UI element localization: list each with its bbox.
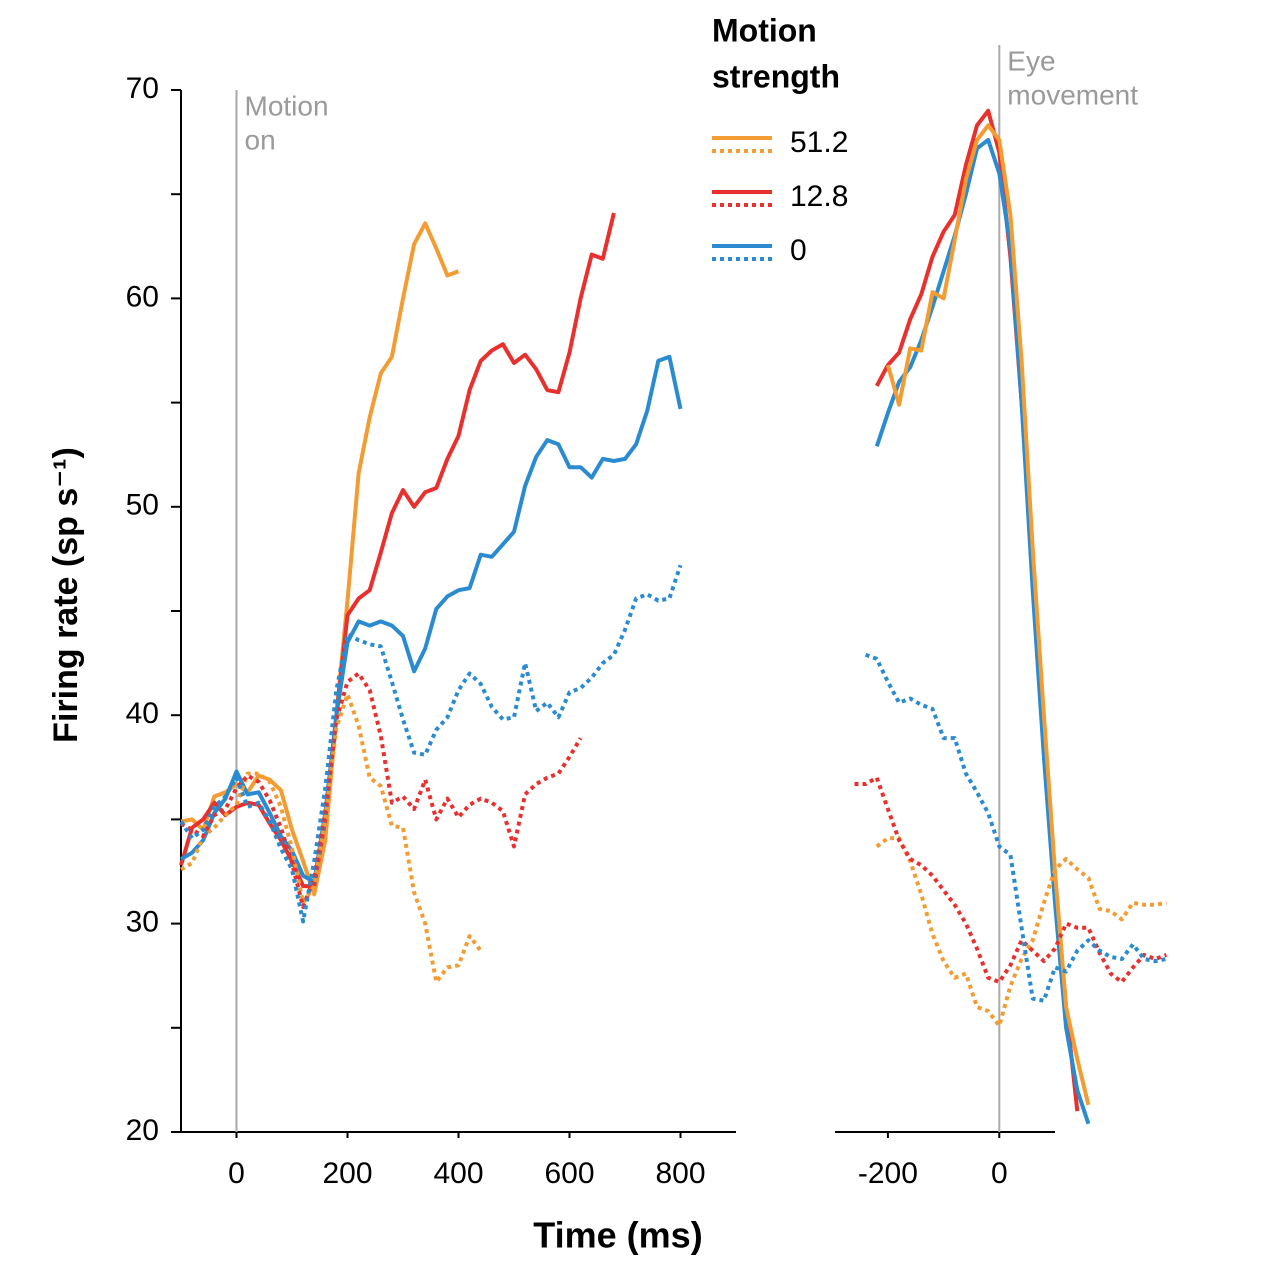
event-label: on [245, 124, 276, 155]
x-tick-label: 600 [544, 1157, 594, 1190]
series-line [180, 221, 460, 897]
x-axis-label: Time (ms) [533, 1215, 702, 1256]
legend-label: 12.8 [790, 180, 848, 213]
legend-title: strength [712, 58, 840, 94]
legend-label: 51.2 [790, 126, 848, 159]
event-label: Motion [245, 90, 329, 121]
y-axis-label: Firing rate (sp s⁻¹) [47, 447, 85, 743]
event-label: Eye [1007, 45, 1055, 76]
series-line [864, 652, 1167, 1003]
x-tick-label: 800 [655, 1157, 705, 1190]
x-tick-label: 200 [322, 1157, 372, 1190]
x-tick-label: 0 [991, 1157, 1008, 1190]
y-tick-label: 40 [126, 697, 159, 730]
y-tick-label: 70 [126, 72, 159, 105]
legend-label: 0 [790, 234, 807, 267]
series-line [854, 775, 1168, 984]
y-tick-label: 20 [126, 1114, 159, 1147]
y-tick-label: 30 [126, 906, 159, 939]
series-line [875, 836, 1167, 1028]
series-line [875, 108, 1080, 1112]
series-line [180, 692, 483, 984]
series-line [179, 212, 616, 889]
legend-title: Motion [712, 12, 817, 48]
series-line [874, 138, 1091, 1125]
x-tick-label: 400 [433, 1157, 483, 1190]
series-line [180, 671, 583, 909]
x-tick-label: -200 [858, 1157, 918, 1190]
x-tick-label: 0 [228, 1157, 245, 1190]
series-line [180, 354, 683, 884]
series-line [179, 564, 683, 924]
event-label: movement [1007, 79, 1138, 110]
y-tick-label: 60 [126, 280, 159, 313]
y-tick-label: 50 [126, 489, 159, 522]
